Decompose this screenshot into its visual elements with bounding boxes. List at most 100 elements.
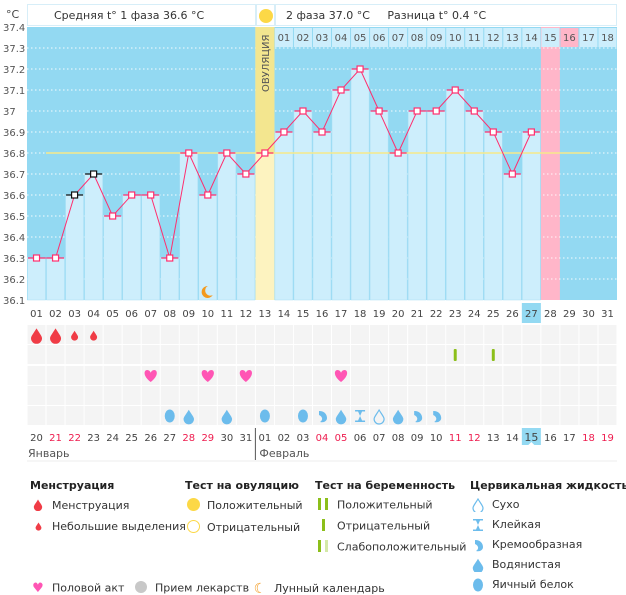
legend-item: Отрицательный	[207, 521, 301, 534]
heart-icon	[239, 370, 252, 382]
phase2-day-cell	[465, 28, 484, 47]
calendar-date: 22	[68, 433, 81, 444]
legend-label: Кремообразная	[492, 538, 583, 551]
marker-cell	[141, 345, 160, 364]
sticky-icon	[473, 519, 483, 531]
today-highlight	[521, 303, 541, 323]
phase2-day-label: 05	[354, 33, 367, 44]
marker-cell	[560, 406, 579, 425]
marker-cell	[103, 366, 122, 385]
temperature-bar	[388, 152, 408, 301]
legend-label: Яичный белок	[492, 578, 574, 591]
marker-cell	[598, 386, 617, 405]
heavy-icon	[31, 328, 43, 344]
marker-cell	[179, 386, 198, 405]
marker-cell	[141, 325, 160, 344]
temperature-point	[223, 149, 231, 157]
phase2-day-cell	[446, 28, 465, 47]
cycle-day-label: 24	[468, 309, 481, 320]
marker-cell	[427, 325, 446, 344]
egg-white-icon	[259, 409, 270, 423]
calendar-date: 06	[354, 433, 367, 444]
temperature-point	[375, 107, 383, 115]
marker-cell	[198, 345, 217, 364]
cycle-day-label: 31	[601, 309, 614, 320]
temperature-point	[356, 65, 364, 73]
marker-cell	[408, 366, 427, 385]
temperature-bar	[84, 173, 103, 301]
temperature-bar	[217, 152, 237, 301]
temperature-point	[90, 170, 98, 178]
temperature-bar	[350, 68, 370, 301]
temperature-point	[128, 191, 136, 199]
marker-cell	[236, 345, 255, 364]
egg-white-icon	[473, 578, 483, 592]
marker-cell	[103, 386, 122, 405]
marker-cell	[160, 386, 179, 405]
calendar-date: 17	[563, 433, 576, 444]
temperature-point	[51, 254, 60, 262]
temperature-point	[451, 86, 459, 94]
heart-icon	[334, 370, 348, 382]
temperature-bar	[198, 194, 218, 301]
phase2-day-label: 14	[525, 33, 538, 44]
calendar-date: 25	[125, 433, 138, 444]
phase2-day-cell	[560, 28, 579, 47]
marker-cell	[503, 345, 522, 364]
sticky-icon	[355, 410, 366, 422]
heavy-icon	[50, 328, 62, 344]
marker-cell	[65, 406, 84, 425]
marker-cell	[236, 406, 255, 425]
phase2-day-label: 03	[316, 33, 329, 44]
dry-icon	[472, 497, 484, 514]
calendar-date: 07	[373, 433, 386, 444]
phase2-day-cell	[598, 28, 617, 47]
single-line-icon	[315, 519, 331, 534]
marker-cell	[274, 406, 293, 425]
today-pointer	[528, 442, 535, 445]
egg-white-icon	[164, 409, 175, 423]
heavy-drop-icon	[30, 498, 46, 514]
temperature-point	[204, 191, 212, 199]
y-tick-label: 37.1	[3, 86, 25, 97]
marker-cell	[332, 345, 351, 364]
cycle-day-label: 30	[582, 309, 595, 320]
negative-test-icon	[185, 520, 201, 536]
y-tick-label: 36.4	[3, 233, 25, 244]
cycle-day-label: 22	[430, 309, 443, 320]
marker-cell	[179, 345, 198, 364]
legend-moon: ☾ Лунный календарь	[252, 581, 385, 595]
temperature-bar	[369, 110, 389, 301]
marker-cell	[293, 386, 312, 405]
watery-icon	[183, 409, 195, 425]
temperature-point	[109, 212, 117, 220]
legend-title: Менструация	[30, 479, 115, 492]
marker-cell	[541, 325, 560, 344]
y-tick-label: 36.9	[3, 128, 25, 139]
light-icon	[71, 330, 79, 341]
marker-cell	[65, 345, 84, 364]
marker-cell	[122, 386, 141, 405]
marker-cell	[274, 345, 293, 364]
creamy-icon	[414, 411, 423, 423]
phase2-day-cell	[293, 28, 312, 47]
phase2-summary: 2 фаза 37.0 °C Разница t° 0.4 °C	[275, 4, 617, 26]
month-label: Февраль	[259, 447, 309, 460]
watery-icon	[221, 409, 233, 425]
marker-cell	[465, 345, 484, 364]
temperature-bar	[312, 131, 332, 301]
marker-cell	[198, 325, 217, 344]
heart-icon	[144, 370, 157, 382]
cycle-day-label: 01	[30, 309, 43, 320]
phase2-day-cell	[503, 28, 522, 47]
y-tick-label: 36.7	[3, 170, 25, 181]
marker-cell	[446, 366, 465, 385]
legend-item: Слабоположительный	[337, 540, 467, 554]
y-tick-label: 37.2	[3, 65, 25, 76]
marker-cell	[255, 325, 274, 344]
marker-cell	[255, 345, 274, 364]
marker-cell	[389, 386, 408, 405]
marker-cell	[370, 345, 389, 364]
cycle-day-label: 29	[563, 309, 576, 320]
marker-cell	[484, 325, 503, 344]
